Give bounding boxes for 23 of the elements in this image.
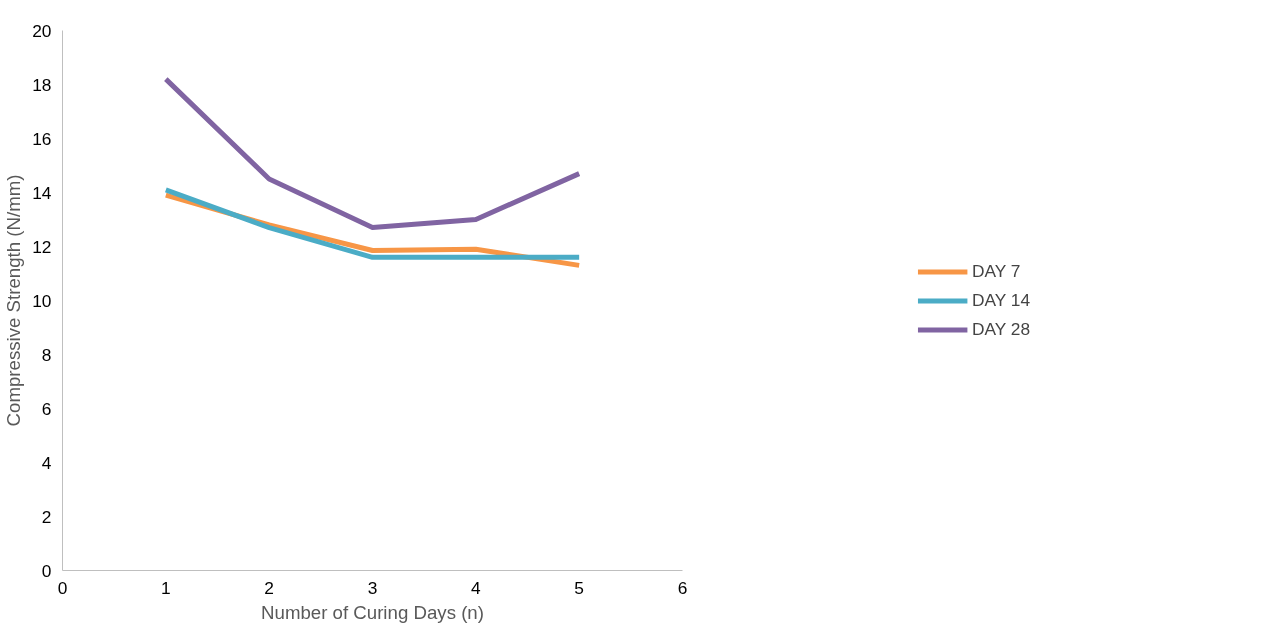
y-tick-label: 16 <box>32 128 52 149</box>
y-tick-label: 2 <box>41 506 52 527</box>
y-tick-label: 0 <box>41 560 52 581</box>
y-tick-label: 4 <box>41 452 52 473</box>
x-axis-title: Number of Curing Days (n) <box>261 601 484 623</box>
x-tick-label: 3 <box>367 577 378 598</box>
x-tick-label: 1 <box>161 577 171 598</box>
y-tick-label: 14 <box>32 182 52 203</box>
y-tick-label: 18 <box>32 74 52 95</box>
y-axis-title: Compressive Strength (N/mm) <box>3 174 25 427</box>
legend-label: DAY 28 <box>971 318 1031 340</box>
legend-label: DAY 7 <box>971 260 1021 282</box>
x-tick-label: 6 <box>677 577 688 598</box>
x-tick-label: 2 <box>264 577 274 598</box>
y-tick-label: 20 <box>32 20 52 41</box>
y-tick-label: 10 <box>32 290 52 311</box>
x-tick-label: 5 <box>574 577 584 598</box>
x-tick-label: 0 <box>57 577 68 598</box>
x-tick-label: 4 <box>471 577 482 598</box>
y-tick-label: 12 <box>32 236 52 257</box>
y-tick-label: 8 <box>41 344 52 365</box>
legend-label: DAY 14 <box>971 289 1031 311</box>
y-tick-label: 6 <box>41 398 52 419</box>
